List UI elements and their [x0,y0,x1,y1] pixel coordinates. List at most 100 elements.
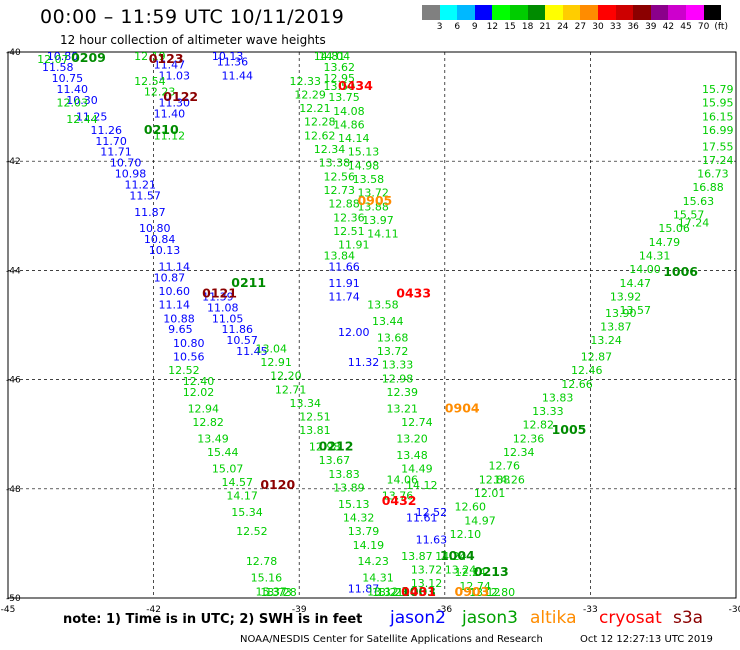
wave-height-value: 11.30 [158,97,190,110]
colorbar-tick-label: 27 [574,22,587,32]
wave-height-value: 13.44 [372,315,404,328]
pass-label: 1004 [440,548,475,563]
wave-height-value: 12.00 [338,326,370,339]
wave-height-value: 12.23 [144,86,176,99]
wave-height-value: 14.81 [314,50,346,63]
colorbar-swatch [685,5,704,20]
wave-height-value: 14.31 [639,249,671,262]
wave-height-value: 11.32 [348,356,380,369]
wave-height-value: 12.73 [323,184,355,197]
colorbar-swatch [615,5,634,20]
longitude-label: -45 [1,605,16,615]
wave-height-value: 12.52 [168,364,200,377]
wave-height-value: 10.13 [212,50,244,63]
colorbar-swatch [580,5,598,20]
colorbar-tick-label: 18 [521,22,534,32]
wave-height-value: 10.87 [154,271,186,284]
wave-height-value: 13.33 [382,359,414,372]
wave-height-value: 13.58 [367,299,399,312]
wave-height-value: 12.80 [484,586,516,599]
colorbar-swatch [509,5,528,20]
pass-label: 1005 [552,422,587,437]
wave-height-value: 13.57 [620,304,652,317]
wave-height-value: 14.32 [343,512,375,525]
wave-height-value: 13.89 [333,482,365,495]
wave-height-value: 10.75 [52,72,84,85]
wave-height-value: 10.84 [144,233,176,246]
latitude-label: -50 [6,594,21,604]
map-subtitle: 12 hour collection of altimeter wave hei… [60,33,326,47]
wave-height-value: 12.28 [304,116,336,129]
wave-height-value: 13.68 [377,331,409,344]
wave-height-value: 12.62 [304,129,336,142]
wave-height-value: 11.03 [158,69,190,82]
wave-height-value: 12.78 [246,555,278,568]
colorbar-tick-label: 45 [680,22,692,32]
wave-height-value: 12.51 [333,225,365,238]
wave-height-value: 11.66 [328,260,360,273]
wave-height-value: 14.00 [629,263,661,276]
wave-height-value: 11.21 [124,179,156,192]
wave-height-value: 13.28 [265,586,297,599]
wave-height-value: 11.91 [338,239,370,252]
wave-height-value: 14.98 [348,159,380,172]
wave-height-value: 15.79 [702,83,734,96]
wave-height-value: 16.99 [702,124,734,137]
wave-height-value: 13.83 [542,391,574,404]
legend-item-altika: altika [530,608,577,628]
wave-height-value: 12.39 [387,386,419,399]
wave-height-value: 14.49 [401,462,433,475]
wave-height-value: 14.26 [493,473,525,486]
colorbar [422,5,722,20]
wave-height-value: 16.88 [692,181,724,194]
colorbar-tick-label: 70 [697,22,710,32]
wave-height-value: 13.88 [357,200,389,213]
wave-height-value: 13.62 [323,61,355,74]
wave-height-value: 12.76 [488,460,519,473]
wave-height-value: 16.15 [702,110,734,123]
wave-height-value: 12.88 [328,198,360,211]
wave-height-value: 12.46 [571,364,603,377]
wave-height-value: 13.50 [323,80,355,93]
wave-height-value: 14.86 [333,118,365,131]
wave-height-value: 15.57 [673,209,705,222]
wave-height-value: 12.94 [188,402,220,415]
pass-label: 1003 [401,584,436,599]
wave-height-value: 13.72 [357,187,389,200]
wave-height-value: 13.49 [197,432,229,445]
wave-height-value: 15.63 [683,195,715,208]
wave-height-value: 12.56 [323,170,355,183]
wave-height-value: 12.71 [275,383,307,396]
wave-height-value: 14.31 [362,572,394,585]
wave-height-value: 10.13 [149,244,181,257]
wave-height-value: 12.54 [134,75,166,88]
wave-height-value: 13.84 [323,249,355,262]
wave-height-value: 11.58 [42,61,73,74]
colorbar-tick-label: 21 [539,22,551,32]
wave-height-value: 11.61 [406,512,438,525]
wave-height-value: 12.82 [522,419,554,432]
wave-height-value: 11.44 [222,69,254,82]
wave-height-value: 12.03 [57,97,89,110]
wave-height-value: 12.51 [299,411,331,424]
wave-height-value: 13.75 [328,91,360,104]
wave-height-value: 12.91 [260,356,292,369]
wave-height-value: 10.60 [158,285,190,298]
pass-label: 0904 [445,400,480,415]
map-title: 00:00 – 11:59 UTC 10/11/2019 [40,6,345,28]
wave-height-value: 13.12 [411,577,443,590]
colorbar-tick-label: 33 [609,22,622,32]
legend-item-s3a: s3a [673,608,704,628]
wave-height-value: 11.08 [207,301,239,314]
colorbar-swatch [439,5,458,20]
wave-height-value: 12.33 [289,75,321,88]
wave-height-value: 11.87 [348,583,380,596]
wave-height-value: 13.72 [377,345,409,358]
longitude-label: -33 [583,605,598,615]
wave-height-value: 12.74 [401,416,433,429]
colorbar-swatch [422,5,440,20]
colorbar-tick-label: 42 [662,22,675,32]
wave-height-value: 17.55 [702,140,734,153]
footer-date: Oct 12 12:27:13 UTC 2019 [580,634,713,645]
